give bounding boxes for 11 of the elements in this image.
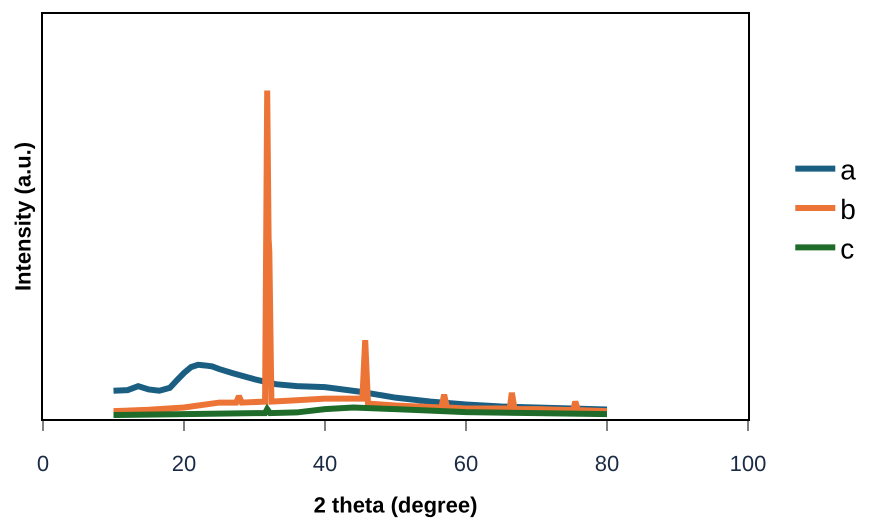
x-tick-label: 0: [36, 451, 50, 476]
x-tick-label: 40: [312, 451, 338, 476]
y-axis-title: Intensity (a.u.): [10, 142, 36, 292]
x-tick-label: 20: [172, 451, 196, 476]
x-tick-label: 60: [454, 451, 478, 476]
x-axis-title: 2 theta (degree): [314, 492, 478, 518]
legend-label: a: [840, 154, 856, 186]
legend-label: c: [840, 233, 854, 264]
legend-label: b: [840, 194, 856, 225]
x-tick-label: 80: [594, 451, 620, 476]
x-tick-label: 100: [730, 451, 766, 476]
